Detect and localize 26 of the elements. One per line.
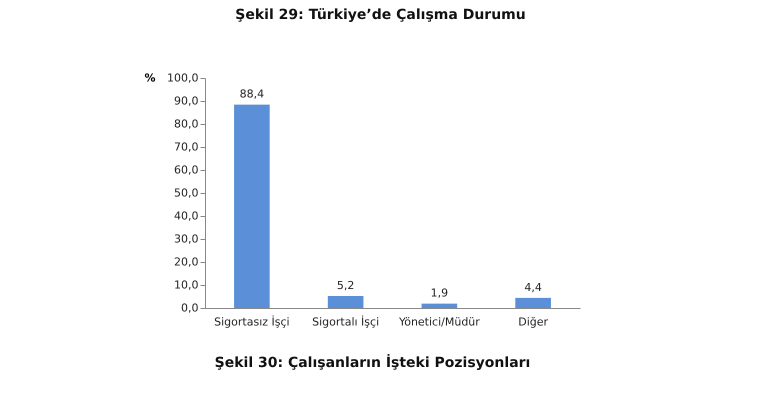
y-tick-label: 30,0 — [174, 232, 198, 246]
y-tick-label: 80,0 — [174, 118, 198, 130]
bar — [515, 298, 551, 308]
y-tick-label: 20,0 — [174, 256, 198, 268]
data-label: 5,2 — [336, 279, 354, 292]
bar — [234, 104, 270, 308]
y-axis-title: % — [144, 72, 156, 84]
y-tick-label: 50,0 — [174, 186, 198, 200]
chart-title: Şekil 29: Türkiye’de Çalışma Durumu — [235, 7, 526, 23]
y-tick-label: 60,0 — [174, 164, 198, 176]
text: Şekil 30: Çalışanların İşteki Pozisyonları — [214, 354, 530, 371]
data-label: 88,4 — [240, 88, 264, 101]
data-label: 1,9 — [430, 286, 448, 300]
x-tick-label: Yönetici/Müdür — [398, 316, 480, 328]
y-tick-label: 70,0 — [174, 140, 198, 154]
y-tick-label: 90,0 — [174, 94, 198, 108]
y-tick-label: 40,0 — [174, 210, 198, 222]
y-tick-label: 10,0 — [174, 278, 198, 292]
y-tick-label: 0,0 — [181, 302, 198, 314]
y-tick-label: 100,0 — [167, 72, 198, 84]
bar — [422, 304, 458, 308]
bar — [328, 296, 364, 308]
data-label: 4,4 — [524, 280, 542, 294]
x-tick-label: Sigortasız İşçi — [214, 314, 290, 328]
x-tick-label: Sigortalı İşçi — [312, 314, 380, 328]
x-tick-label: Diğer — [518, 316, 548, 328]
